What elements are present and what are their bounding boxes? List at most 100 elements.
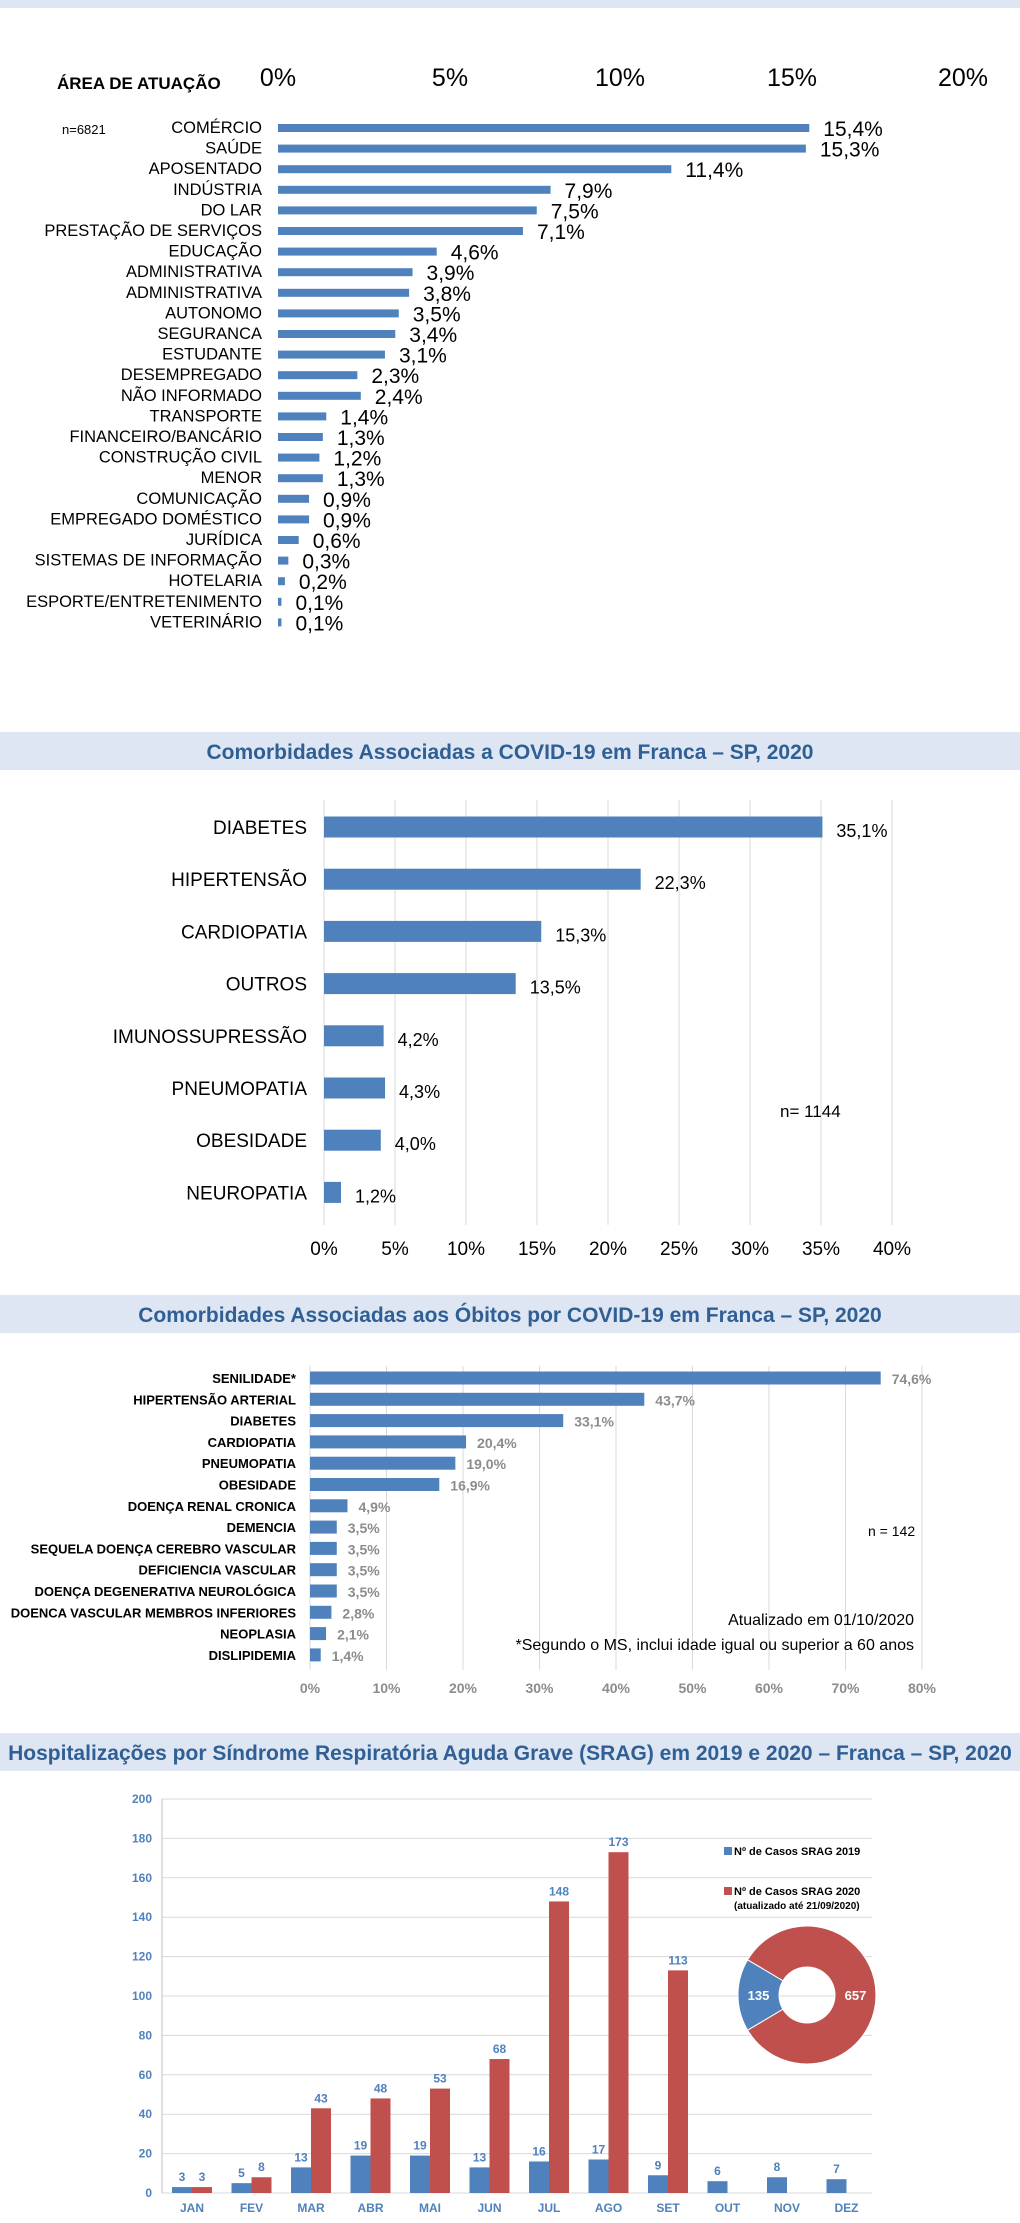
bar-value-label: 20,4%	[477, 1435, 517, 1451]
bar-value-label: 3,5%	[413, 303, 461, 326]
bar	[278, 453, 320, 462]
bar-value-label: 4,6%	[451, 242, 499, 265]
title-band-1	[0, 0, 1020, 8]
bar-value-label: 15,4%	[823, 118, 883, 141]
bar-2019	[826, 2179, 847, 2193]
bar	[310, 1563, 337, 1577]
bar	[278, 391, 361, 400]
bar	[278, 597, 282, 606]
x-tick-label: 40%	[873, 1239, 911, 1260]
bar-value-label: 7	[833, 2162, 840, 2176]
legend-note: (atualizado até 21/09/2020)	[734, 1901, 860, 1912]
bar	[324, 920, 542, 942]
donut-label: 135	[748, 1988, 770, 2003]
x-tick-label: 10%	[447, 1239, 485, 1260]
x-tick-label: 15%	[767, 64, 817, 92]
bar-value-label: 3,8%	[423, 283, 471, 306]
bar	[278, 350, 385, 359]
x-tick-label: DEZ	[835, 2201, 859, 2215]
updated-date-label: Atualizado em 01/10/2020	[728, 1612, 914, 1629]
bar-value-label: 3,5%	[348, 1584, 380, 1600]
bar-2019	[350, 2155, 371, 2193]
footnote: *Segundo o MS, inclui idade igual ou sup…	[516, 1637, 915, 1654]
chart2-title: Comorbidades Associadas a COVID-19 em Fr…	[206, 741, 814, 764]
bar-2019	[172, 2187, 192, 2193]
bar-value-label: 1,3%	[337, 427, 385, 450]
category-label: SENILIDADE*	[212, 1371, 297, 1386]
bar-value-label: 43	[314, 2091, 328, 2105]
x-tick-label: JUN	[477, 2201, 501, 2215]
bar-value-label: 2,8%	[342, 1605, 374, 1621]
bar-value-label: 7,5%	[551, 200, 599, 223]
bar-2019	[767, 2177, 787, 2193]
bar	[278, 165, 672, 174]
bar	[278, 618, 282, 627]
category-label: OBESIDADE	[196, 1131, 307, 1152]
category-label: DIABETES	[213, 818, 307, 839]
bar-value-label: 68	[493, 2042, 507, 2056]
bar-value-label: 35,1%	[836, 821, 887, 841]
y-tick-label: 200	[132, 1792, 152, 1806]
bar	[278, 247, 437, 256]
category-label: SEGURANCA	[157, 325, 262, 343]
x-tick-label: NOV	[774, 2201, 800, 2215]
x-tick-label: 35%	[802, 1239, 840, 1260]
category-label: ADMINISTRATIVA	[126, 284, 262, 302]
category-label: EMPREGADO DOMÉSTICO	[50, 509, 262, 528]
bar-value-label: 3,5%	[348, 1563, 380, 1579]
bar-value-label: 2,3%	[371, 365, 419, 388]
bar-value-label: 0,9%	[323, 509, 371, 532]
category-label: CONSTRUÇÃO CIVIL	[99, 447, 262, 467]
bar-value-label: 7,9%	[565, 180, 613, 203]
bar-value-label: 4,2%	[398, 1030, 439, 1050]
bar-value-label: 3	[199, 2170, 206, 2184]
bar-value-label: 15,3%	[820, 139, 880, 162]
title-band-2	[0, 732, 1020, 770]
x-tick-label: 30%	[525, 1680, 554, 1696]
bar-value-label: 9	[655, 2158, 662, 2172]
bar-value-label: 13	[473, 2150, 487, 2164]
bar	[310, 1648, 321, 1662]
bar	[278, 185, 551, 194]
bar	[310, 1371, 881, 1385]
x-tick-label: 10%	[595, 64, 645, 92]
bar-2020	[251, 2177, 272, 2193]
category-label: PRESTAÇÃO DE SERVIÇOS	[44, 220, 262, 240]
x-tick-label: 30%	[731, 1239, 769, 1260]
bar-value-label: 4,3%	[399, 1082, 440, 1102]
bar-value-label: 3,9%	[427, 262, 475, 285]
x-tick-label: 0%	[310, 1239, 338, 1260]
bar	[310, 1478, 440, 1491]
category-label: HIPERTENSÃO	[171, 869, 307, 891]
bar	[310, 1520, 337, 1534]
x-tick-label: OUT	[715, 2201, 741, 2215]
bar	[278, 309, 399, 318]
bar-value-label: 8	[258, 2160, 265, 2174]
bar-value-label: 0,1%	[295, 612, 343, 635]
bar-2019	[648, 2175, 668, 2193]
category-label: DO LAR	[201, 201, 263, 219]
bar	[324, 816, 823, 838]
bar	[278, 206, 537, 215]
bar	[310, 1627, 327, 1641]
category-label: JURÍDICA	[186, 530, 262, 549]
bar-value-label: 17	[592, 2143, 606, 2157]
bar-2019	[707, 2181, 728, 2193]
legend-label: Nº de Casos SRAG 2019	[734, 1846, 860, 1858]
bar	[310, 1605, 332, 1619]
legend-label: Nº de Casos SRAG 2020	[734, 1886, 860, 1898]
category-label: NEOPLASIA	[220, 1627, 296, 1642]
x-tick-label: 80%	[908, 1680, 937, 1696]
bar	[278, 371, 358, 380]
y-tick-label: 0	[145, 2186, 152, 2200]
bar	[310, 1435, 467, 1449]
bar-2020	[370, 2098, 391, 2193]
bar-value-label: 0,3%	[302, 551, 350, 574]
bar	[310, 1584, 337, 1598]
x-tick-label: 25%	[660, 1239, 698, 1260]
bar-value-label: 173	[608, 1835, 628, 1849]
bar	[278, 556, 289, 565]
y-tick-label: 40	[139, 2107, 153, 2121]
category-label: DOENÇA DEGENERATIVA NEUROLÓGICA	[35, 1584, 297, 1599]
bar-value-label: 0,6%	[313, 530, 361, 553]
